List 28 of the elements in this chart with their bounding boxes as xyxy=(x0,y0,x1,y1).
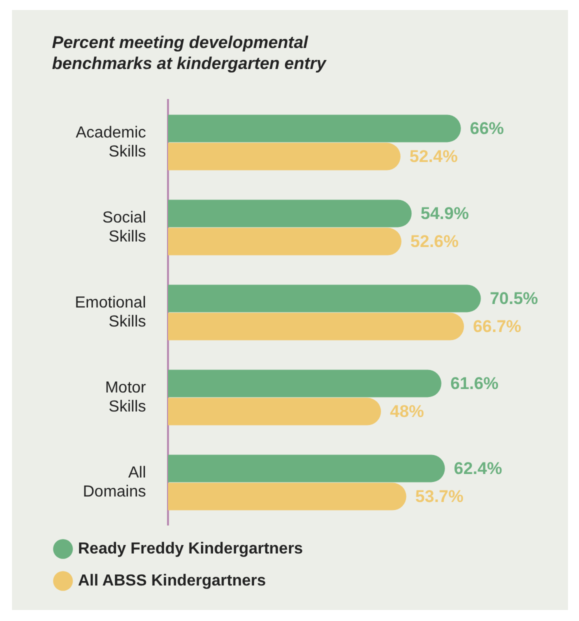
data-label: 66.7% xyxy=(472,317,522,336)
data-label: 52.4% xyxy=(410,147,458,166)
bar xyxy=(168,284,481,312)
bar xyxy=(168,370,442,398)
y-tick-label: Motor Skills xyxy=(105,379,147,416)
data-label: 62.4% xyxy=(454,459,502,478)
bar xyxy=(168,142,401,170)
data-label: 52.6% xyxy=(410,232,459,252)
y-tick-label: All Domains xyxy=(82,464,146,501)
legend-label: All ABSS Kindergartners xyxy=(78,572,266,590)
data-label: 61.6% xyxy=(450,374,499,394)
bar xyxy=(168,312,464,340)
chart-title: Percent meeting developmental benchmarks at kindergarten entry xyxy=(52,32,328,74)
data-label: 48% xyxy=(390,402,424,422)
y-tick-label: Social Skills xyxy=(102,209,146,246)
data-label: 70.5% xyxy=(490,289,538,308)
data-label: 53.7% xyxy=(415,487,464,506)
bar xyxy=(168,114,461,142)
data-label: 66% xyxy=(470,119,504,138)
bar xyxy=(168,228,402,256)
bar xyxy=(168,482,406,510)
bar xyxy=(168,454,445,482)
bar xyxy=(168,200,412,228)
y-tick-label: Academic Skills xyxy=(76,124,146,161)
legend-label: Ready Freddy Kindergartners xyxy=(78,540,304,558)
data-label: 54.9% xyxy=(420,204,469,224)
bar xyxy=(168,398,381,426)
y-tick-label: Emotional Skills xyxy=(74,294,146,331)
